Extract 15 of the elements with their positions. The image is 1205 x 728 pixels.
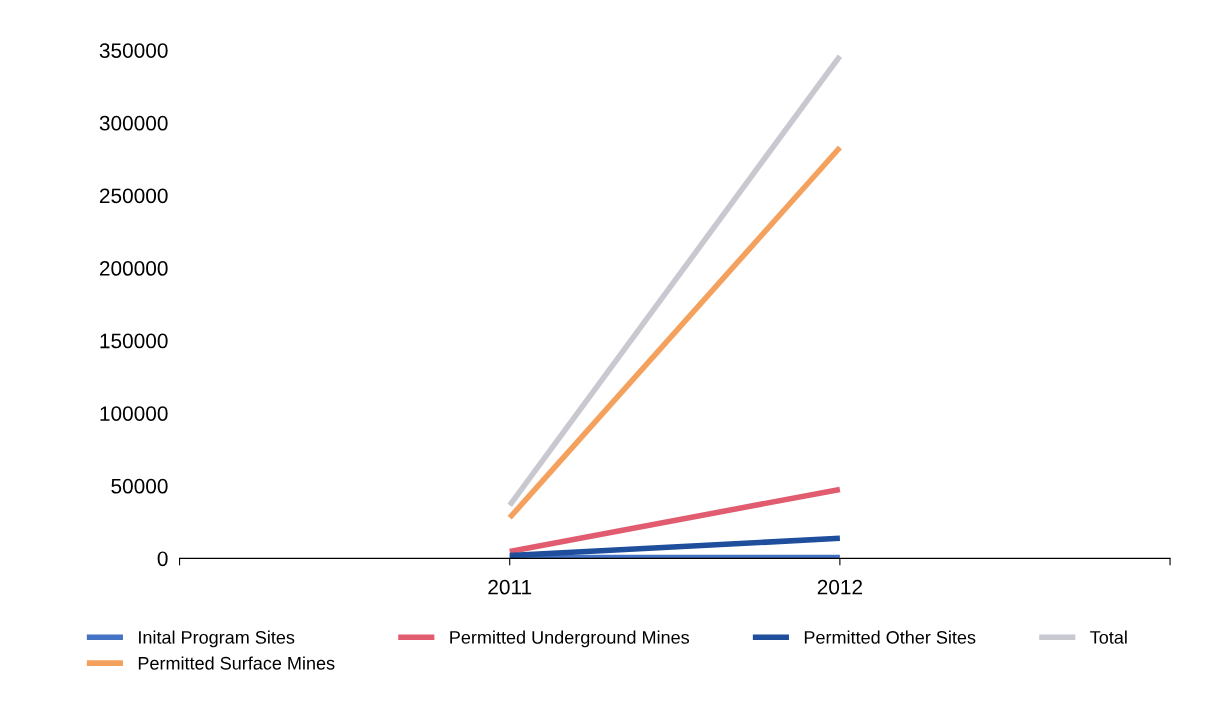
x-tick-label: 2011 (488, 579, 532, 595)
y-tick-label: 200000 (99, 261, 168, 276)
y-tick-label: 100000 (100, 406, 168, 421)
legend-label: Inital Program Sites (139, 630, 295, 648)
legend-label: Permitted Underground Mines (450, 630, 690, 648)
legend-label: Permitted Surface Mines (138, 656, 335, 670)
y-tick-label: 250000 (99, 188, 168, 204)
y-tick-label: 50000 (111, 478, 168, 494)
legend-label: Permitted Other Sites (804, 630, 976, 644)
y-tick-label: 300000 (99, 115, 168, 131)
y-tick-label: 350000 (99, 43, 168, 58)
y-tick-label: 0 (157, 551, 168, 567)
x-tick-label: 2012 (817, 579, 863, 595)
legend-label: Total (1090, 630, 1127, 644)
y-tick-label: 150000 (100, 333, 168, 349)
